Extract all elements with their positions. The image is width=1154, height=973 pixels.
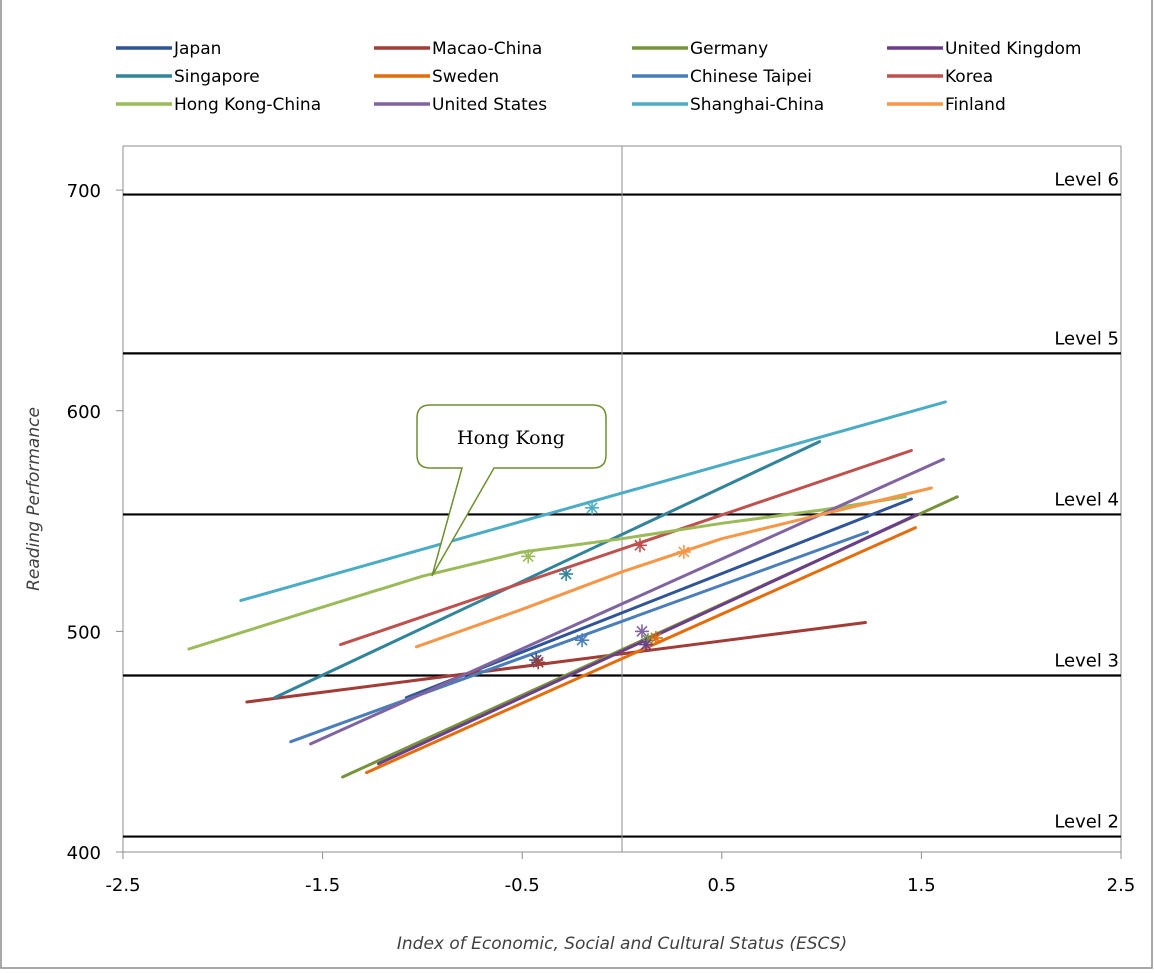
legend-label: Korea	[945, 67, 993, 87]
hong-kong-callout-bubble	[416, 404, 607, 577]
series-line-hong-kong-china	[187, 495, 907, 651]
y-tick-label: 600	[67, 402, 101, 423]
series-line-korea	[339, 449, 913, 647]
x-tick-label: 0.5	[707, 875, 736, 896]
legend-item-japan: Japan	[116, 39, 221, 59]
legend-item-sweden: Sweden	[374, 67, 499, 87]
legend-item-united-states: United States	[374, 95, 547, 115]
x-tick-label: -2.5	[105, 875, 140, 896]
legend-item-chinese-taipei: Chinese Taipei	[632, 67, 812, 87]
series-line-singapore	[273, 440, 822, 700]
x-tick-label: -0.5	[505, 875, 540, 896]
legend-label: United Kingdom	[945, 39, 1081, 59]
series-line-sweden	[365, 526, 917, 775]
legend-label: Macao-China	[432, 39, 542, 59]
series-line-macao-china	[245, 621, 867, 704]
y-axis-title: Reading Performance	[24, 407, 44, 591]
legend-label: Singapore	[174, 67, 260, 87]
series-line-finland	[414, 486, 933, 649]
legend-label: United States	[432, 95, 547, 115]
level-label-level-5: Level 5	[1054, 328, 1119, 349]
y-tick-label: 700	[67, 181, 101, 202]
y-tick-label: 400	[67, 843, 101, 864]
legend-label: Shanghai-China	[690, 95, 824, 115]
legend-item-germany: Germany	[632, 39, 768, 59]
legend-item-singapore: Singapore	[116, 67, 260, 87]
mean-marker-shanghai-china	[585, 500, 600, 515]
mean-marker-united-states	[634, 624, 649, 639]
mean-marker-singapore	[559, 567, 574, 582]
legend-item-united-kingdom: United Kingdom	[887, 39, 1081, 59]
legend-label: Hong Kong-China	[174, 95, 321, 115]
x-tick-label: 2.5	[1107, 875, 1136, 896]
mean-marker-hong-kong-china	[521, 549, 536, 564]
series-line-shanghai-china	[239, 400, 947, 602]
mean-marker-chinese-taipei	[575, 633, 590, 648]
series-line-united-states	[309, 457, 945, 746]
legend-item-korea: Korea	[887, 67, 993, 87]
level-label-level-4: Level 4	[1054, 489, 1119, 510]
legend-item-macao-china: Macao-China	[374, 39, 542, 59]
legend-label: Japan	[173, 39, 221, 59]
y-tick-label: 500	[67, 622, 101, 643]
mean-marker-finland	[676, 544, 691, 559]
legend-label: Germany	[690, 39, 768, 59]
x-tick-label: 1.5	[907, 875, 936, 896]
mean-marker-united-kingdom	[638, 637, 653, 652]
level-label-level-2: Level 2	[1054, 812, 1119, 833]
legend-label: Finland	[945, 95, 1006, 115]
mean-marker-macao-china	[531, 655, 546, 670]
level-label-level-6: Level 6	[1054, 170, 1119, 191]
mean-marker-korea	[632, 538, 647, 553]
level-label-level-3: Level 3	[1054, 651, 1119, 672]
legend-label: Chinese Taipei	[690, 67, 812, 87]
x-tick-label: -1.5	[305, 875, 340, 896]
legend-label: Sweden	[432, 67, 499, 87]
hong-kong-callout-label: Hong Kong	[457, 427, 565, 449]
x-axis-title: Index of Economic, Social and Cultural S…	[397, 934, 847, 954]
mean-marker-sweden	[648, 630, 663, 645]
legend-item-shanghai-china: Shanghai-China	[632, 95, 824, 115]
legend-item-finland: Finland	[887, 95, 1006, 115]
legend-item-hong-kong-china: Hong Kong-China	[116, 95, 321, 115]
